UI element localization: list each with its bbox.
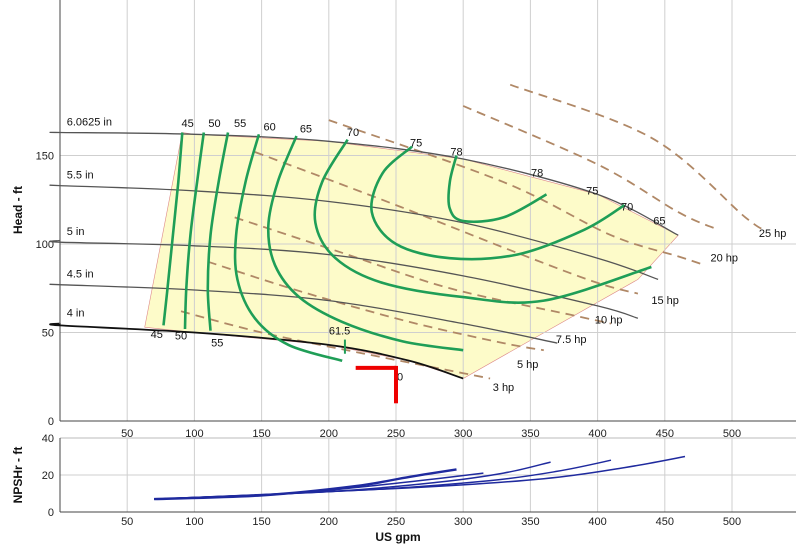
efficiency-label: 65 [300, 123, 312, 135]
power-curve-20-hp [462, 105, 719, 231]
npsh-y-ticks: 0 20 40 [42, 433, 54, 519]
x-tick-label: 200 [320, 428, 338, 440]
npsh-y-tick-label: 40 [42, 433, 54, 445]
impeller-curves [49, 131, 679, 380]
efficiency-curve-55 [206, 132, 230, 331]
power-curve-3-hp [180, 310, 491, 380]
impeller-curve-5-5-in [49, 184, 659, 281]
curve-label-3-hp: 3 hp [493, 382, 514, 394]
efficiency-curve-78 [447, 155, 548, 224]
npsh-y-axis-title: NPSHr - ft [11, 447, 25, 504]
x-tick-label: 500 [723, 428, 741, 440]
curve-label-5-5-in: 5.5 in [67, 170, 94, 182]
npsh-x-tick-label: 400 [588, 516, 606, 528]
impeller-curve-4-in [49, 322, 464, 380]
efficiency-label: 75 [410, 138, 422, 150]
curve-label-4-in: 4 in [67, 308, 85, 320]
efficiency-label: 78 [450, 147, 462, 159]
npsh-x-tick-label: 100 [185, 516, 203, 528]
npsh-y-tick-label: 20 [42, 470, 54, 482]
efficiency-label: 65 [653, 216, 665, 228]
curve-label-5-hp: 5 hp [517, 359, 538, 371]
power-curve-10-hp [254, 151, 639, 295]
npsh-x-tick-label: 350 [521, 516, 539, 528]
efficiency-label: 45 [151, 329, 163, 341]
efficiency-label: 55 [211, 338, 223, 350]
npsh-x-tick-label: 250 [387, 516, 405, 528]
curve-label-20-hp: 20 hp [710, 253, 738, 265]
x-tick-label: 250 [387, 428, 405, 440]
efficiency-label: 61.5 [329, 325, 350, 337]
x-tick-label: 400 [588, 428, 606, 440]
x-tick-label: 100 [185, 428, 203, 440]
power-curve-5-hp [207, 260, 544, 352]
efficiency-label: 55 [234, 118, 246, 130]
impeller-curve-5-in [49, 239, 639, 319]
npsh-y-tick-label: 0 [48, 507, 54, 519]
curve-label-15-hp: 15 hp [651, 295, 679, 307]
y-tick-label: 50 [42, 328, 54, 340]
operating-point [355, 365, 398, 404]
npsh-x-ticks: 50 100 150 200 250 300 350 400 450 500 [121, 516, 741, 528]
efficiency-curve-60 [233, 133, 343, 363]
performance-x-ticks: 50 100 150 200 250 300 350 400 450 500 [121, 428, 741, 440]
efficiency-curve-65 [266, 135, 464, 352]
x-axis-title: US gpm [375, 530, 420, 544]
curve-label-5-in: 5 in [67, 226, 85, 238]
efficiency-curve-75 [370, 145, 626, 261]
efficiency-label: 45 [182, 118, 194, 130]
impeller-curve-4-5-in [49, 283, 558, 344]
npsh-curve-5 [154, 455, 686, 500]
npsh-x-tick-label: 200 [320, 516, 338, 528]
npsh-curves [154, 455, 686, 501]
efficiency-label: 70 [347, 127, 359, 139]
performance-y-ticks: 0 50 100 150 [36, 151, 54, 429]
efficiency-label: 60 [264, 122, 276, 134]
npsh-x-tick-label: 500 [723, 516, 741, 528]
npsh-x-tick-label: 300 [454, 516, 472, 528]
efficiency-curve-70 [313, 138, 652, 304]
curve-label-6-0625-in: 6.0625 in [67, 116, 112, 128]
efficiency-label: 75 [586, 185, 598, 197]
power-curves [180, 83, 767, 380]
curve-label-4-5-in: 4.5 in [67, 269, 94, 281]
efficiency-label: 70 [621, 201, 633, 213]
efficiency-curve-45 [162, 132, 184, 326]
efficiency-labels: 45 50 55 60 65 70 75 78 78 75 70 65 45 50 55 61.5 0 [151, 118, 666, 383]
y-tick-label: 0 [48, 416, 54, 428]
efficiency-label: 78 [531, 168, 543, 180]
x-tick-label: 450 [656, 428, 674, 440]
performance-plot: 50 100 150 200 250 300 350 400 450 500 050100150 … [11, 0, 796, 440]
y-axis-title: Head - ft [11, 186, 25, 234]
power-curve-15-hp [328, 119, 706, 267]
y-tick-label: 150 [36, 151, 54, 163]
curve-label-10-hp: 10 hp [595, 315, 623, 327]
npsh-x-tick-label: 50 [121, 516, 133, 528]
power-curve-25-hp [509, 83, 767, 231]
impeller-curve-6-0625-in [49, 131, 679, 236]
efficiency-curve-50 [183, 132, 206, 330]
efficiency-label: 0 [397, 371, 403, 383]
power-curve-7-5-hp [234, 216, 612, 325]
npsh-plot: 50 100 150 200 250 300 350 400 450 500 0 20 40 NPSH… [11, 433, 796, 544]
efficiency-label: 50 [175, 331, 187, 343]
x-tick-label: 150 [252, 428, 270, 440]
efficiency-label: 50 [208, 118, 220, 130]
curve-label-7-5-hp: 7.5 hp [556, 334, 587, 346]
npsh-x-tick-label: 150 [252, 516, 270, 528]
x-tick-label: 50 [121, 428, 133, 440]
efficiency-curves [162, 132, 652, 363]
x-tick-label: 300 [454, 428, 472, 440]
x-tick-label: 350 [521, 428, 539, 440]
npsh-x-tick-label: 450 [656, 516, 674, 528]
curve-labels: 6.0625 in 5.5 in 5 in 4.5 in 4 in 25 hp 20 hp 1… [67, 116, 787, 394]
curve-label-25-hp: 25 hp [759, 228, 787, 240]
y-tick-label: 100 [36, 239, 54, 251]
